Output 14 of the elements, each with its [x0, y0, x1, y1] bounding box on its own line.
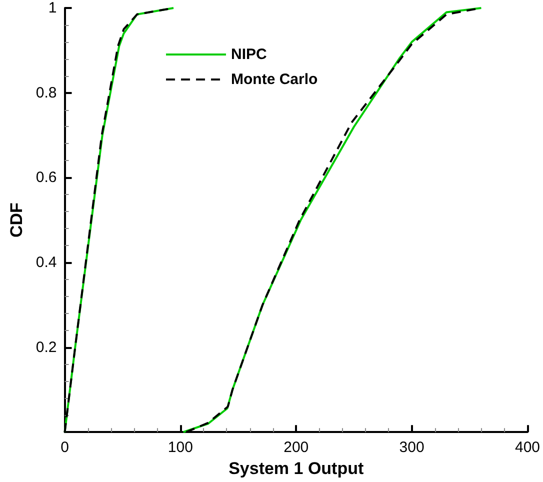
y-tick-label: 0.4 — [36, 254, 57, 271]
x-tick-label: 300 — [399, 439, 424, 456]
legend-label: Monte Carlo — [231, 71, 318, 88]
x-tick-label: 0 — [60, 439, 69, 456]
y-tick-label: 0.6 — [36, 169, 57, 186]
y-tick-label: 0.8 — [36, 84, 57, 102]
x-tick-label: 400 — [514, 439, 540, 456]
y-tick-label: 0.2 — [36, 338, 57, 356]
x-tick-label: 100 — [168, 439, 193, 456]
y-tick-label: 1 — [48, 0, 57, 16]
x-axis-title: System 1 Output — [228, 459, 364, 478]
y-axis-title: CDF — [7, 202, 26, 238]
x-tick-label: 200 — [284, 439, 309, 456]
legend-label: NIPC — [231, 46, 268, 63]
